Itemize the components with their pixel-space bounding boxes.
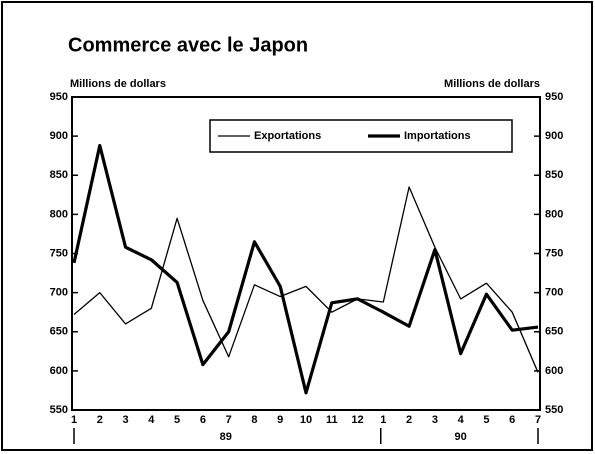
y2-tick-label: 950: [545, 91, 563, 103]
y-tick-label: 800: [50, 208, 68, 220]
x-tick-label: 11: [326, 414, 338, 426]
year-label: 90: [455, 431, 467, 443]
x-tick-label: 7: [226, 414, 232, 426]
legend-label: Exportations: [254, 130, 321, 142]
y-tick-label: 850: [50, 169, 68, 181]
y2-tick-label: 800: [545, 208, 563, 220]
y2-tick-label: 850: [545, 169, 563, 181]
x-tick-label: 3: [122, 414, 128, 426]
year-label: 89: [220, 431, 232, 443]
x-tick-label: 1: [71, 414, 77, 426]
y-tick-label: 700: [50, 287, 68, 299]
y2-tick-label: 900: [545, 130, 563, 142]
y-tick-label: 600: [50, 365, 68, 377]
x-tick-label: 3: [432, 414, 438, 426]
x-tick-label: 9: [277, 414, 283, 426]
y-axis-label: Millions de dollars: [70, 78, 166, 90]
y-tick-label: 650: [50, 326, 68, 338]
x-tick-label: 5: [483, 414, 489, 426]
x-tick-label: 1: [380, 414, 386, 426]
y2-tick-label: 750: [545, 247, 563, 259]
x-tick-label: 2: [406, 414, 412, 426]
x-tick-label: 4: [458, 414, 465, 426]
y2-tick-label: 650: [545, 326, 563, 338]
series-line: [73, 186, 539, 373]
y2-tick-label: 700: [545, 287, 563, 299]
y-tick-label: 750: [50, 247, 68, 259]
y2-axis-label: Millions de dollars: [444, 78, 540, 90]
legend-label: Importations: [404, 130, 471, 142]
y2-tick-label: 600: [545, 365, 563, 377]
series-line: [72, 143, 539, 395]
x-tick-label: 2: [97, 414, 103, 426]
y-tick-label: 550: [50, 404, 68, 416]
x-tick-label: 5: [174, 414, 180, 426]
x-tick-label: 12: [351, 414, 363, 426]
y-tick-label: 900: [50, 130, 68, 142]
x-tick-label: 7: [535, 414, 541, 426]
y-tick-label: 950: [50, 91, 68, 103]
x-tick-label: 10: [300, 414, 312, 426]
x-tick-label: 6: [509, 414, 515, 426]
x-tick-label: 6: [200, 414, 206, 426]
x-tick-label: 8: [251, 414, 257, 426]
y2-tick-label: 550: [545, 404, 563, 416]
x-tick-label: 4: [148, 414, 155, 426]
legend-box: [209, 119, 513, 153]
chart-title: Commerce avec le Japon: [68, 34, 308, 56]
